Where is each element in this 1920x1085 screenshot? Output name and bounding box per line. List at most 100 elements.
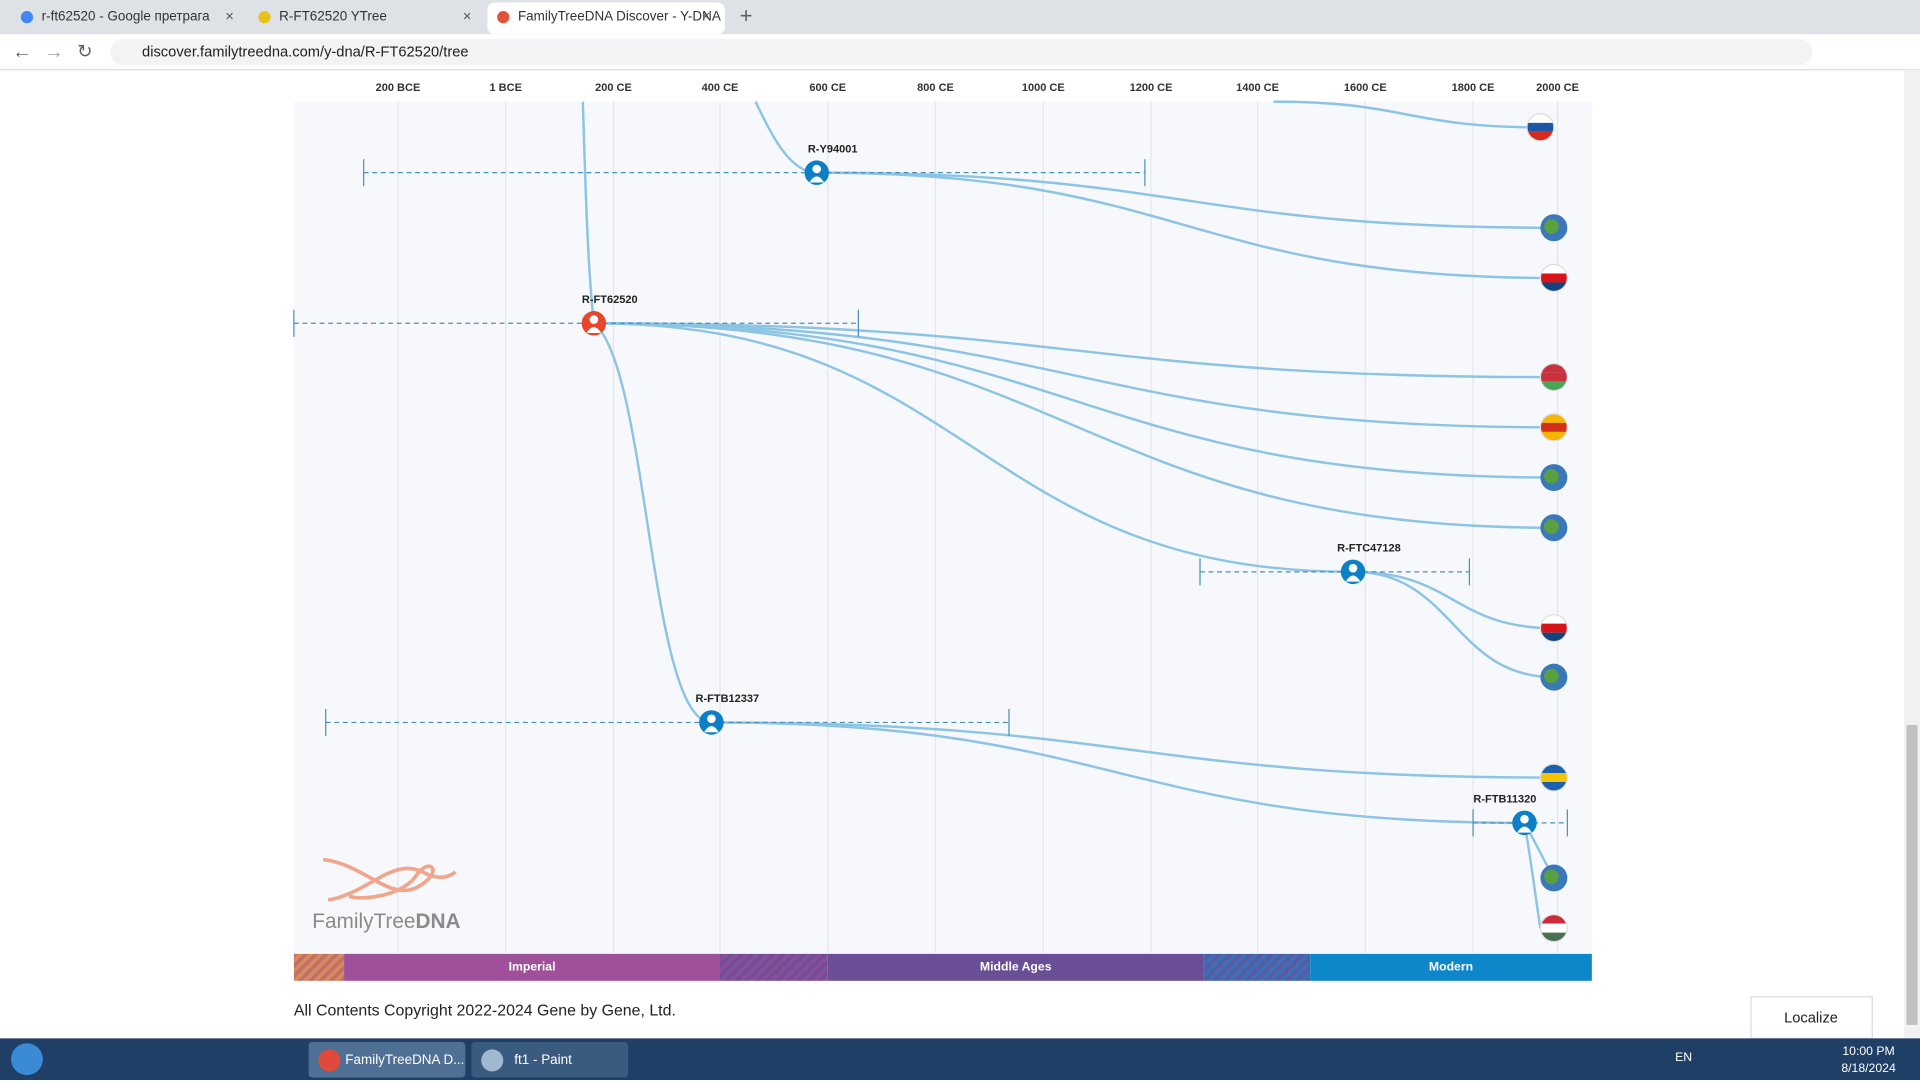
tab-close[interactable]: × <box>702 9 711 25</box>
node-body <box>704 726 719 733</box>
forward[interactable]: → <box>44 41 64 63</box>
node-label[interactable]: R-FTC47128 <box>1337 542 1401 554</box>
active-tab[interactable] <box>487 2 725 35</box>
globe-land <box>1544 869 1559 885</box>
globe-land <box>1544 668 1559 684</box>
era-label: Middle Ages <box>980 960 1052 974</box>
node-body <box>1517 826 1532 833</box>
globe-land <box>1544 219 1559 234</box>
branch <box>593 322 1554 479</box>
era-band <box>344 953 720 981</box>
scroll-thumb[interactable] <box>1906 724 1918 1025</box>
time-label: 600 CE <box>809 82 846 94</box>
logo-suffix: DNA <box>415 910 460 933</box>
era-transition <box>720 953 828 981</box>
language[interactable]: EN <box>1675 1050 1692 1064</box>
tab-icon <box>497 11 510 24</box>
time-label: 200 CE <box>595 82 632 94</box>
tab-title[interactable]: r-ft62520 - Google претрага <box>42 9 210 24</box>
branch <box>581 101 596 324</box>
era-label: Imperial <box>509 960 556 974</box>
node-label[interactable]: R-FT62520 <box>582 294 638 306</box>
logo-helix <box>323 857 435 900</box>
time-label: 1400 CE <box>1236 82 1279 94</box>
node-body <box>586 326 602 334</box>
flag-outline[interactable] <box>1539 363 1568 392</box>
time-label: 400 CE <box>702 82 739 94</box>
node-head <box>707 714 716 724</box>
branch <box>593 322 1554 379</box>
flag-outline[interactable] <box>1539 263 1568 293</box>
node-label[interactable]: R-Y94001 <box>808 143 858 155</box>
clock-date[interactable]: 8/18/2024 <box>1841 1061 1896 1075</box>
tab-icon <box>20 11 34 24</box>
node-head <box>812 164 822 174</box>
branch <box>1273 100 1541 129</box>
tab-icon <box>258 11 271 24</box>
time-label: 1000 CE <box>1022 82 1065 94</box>
localize-label[interactable]: Localize <box>1784 1011 1838 1027</box>
tab-title[interactable]: FamilyTreeDNA Discover - Y-DNA <box>518 9 721 24</box>
branch <box>816 171 1554 280</box>
chrome-icon <box>318 1049 341 1072</box>
era-band <box>827 953 1204 981</box>
flag-stripe <box>1540 373 1567 382</box>
era-transition <box>293 953 345 981</box>
tab-strip <box>0 0 1920 35</box>
node-head <box>1520 814 1529 824</box>
time-label: 1200 CE <box>1130 82 1173 94</box>
taskbar <box>0 1038 1920 1080</box>
branch <box>593 322 1554 429</box>
flag-stripe <box>1540 624 1567 633</box>
new-tab[interactable]: + <box>740 3 753 28</box>
logo-helix <box>327 866 457 902</box>
globe-land <box>1544 519 1559 534</box>
flag-outline[interactable] <box>1539 914 1568 943</box>
branch <box>593 322 1554 529</box>
localize-button[interactable] <box>1750 996 1873 1039</box>
time-label: 2000 CE <box>1536 82 1579 94</box>
flag-stripe <box>1540 273 1567 282</box>
paint-icon <box>481 1049 504 1072</box>
flag-outline[interactable] <box>1539 763 1568 792</box>
flag-outline[interactable] <box>1539 614 1568 643</box>
logo-text: FamilyTreeDNA <box>312 910 460 933</box>
logo: FamilyTreeDNA <box>312 857 461 933</box>
branch <box>816 171 1554 229</box>
task-label[interactable]: FamilyTreeDNA D... <box>345 1052 464 1067</box>
task-chrome[interactable] <box>308 1042 466 1078</box>
branch <box>593 322 712 724</box>
era-band <box>1310 953 1592 981</box>
back[interactable]: ← <box>12 41 32 63</box>
flag-stripe <box>1527 123 1554 132</box>
branch <box>711 721 1554 779</box>
branch <box>593 322 1354 574</box>
node-label[interactable]: R-FTB12337 <box>696 693 760 705</box>
flag-outline[interactable] <box>1539 413 1568 442</box>
start-button[interactable] <box>11 1043 43 1076</box>
time-label: 1800 CE <box>1452 82 1495 94</box>
clock-time[interactable]: 10:00 PM <box>1842 1044 1894 1058</box>
node-body <box>809 176 825 183</box>
time-label: 200 BCE <box>376 82 421 94</box>
chart-area <box>293 101 1592 980</box>
tab-title[interactable]: R-FT62520 YTree <box>279 9 387 24</box>
node-body <box>1345 575 1361 582</box>
omnibox[interactable] <box>110 39 1813 65</box>
reload[interactable]: ↻ <box>77 40 92 61</box>
url[interactable]: discover.familytreedna.com/y-dna/R-FT625… <box>142 45 469 61</box>
node-label[interactable]: R-FTB11320 <box>1473 793 1536 805</box>
logo-brand: FamilyTree <box>312 910 415 933</box>
node-head <box>1348 563 1358 573</box>
task-paint[interactable] <box>471 1042 629 1078</box>
flag-stripe <box>1540 423 1567 432</box>
tab-close[interactable]: × <box>463 9 472 25</box>
time-label: 1600 CE <box>1344 82 1387 94</box>
copyright: All Contents Copyright 2022-2024 Gene by… <box>294 1003 676 1020</box>
flag-outline[interactable] <box>1526 113 1555 142</box>
task-label[interactable]: ft1 - Paint <box>514 1052 572 1067</box>
time-label: 1 BCE <box>489 82 521 94</box>
globe-land <box>1544 468 1559 484</box>
branch <box>711 721 1525 825</box>
tab-close[interactable]: × <box>225 9 234 25</box>
